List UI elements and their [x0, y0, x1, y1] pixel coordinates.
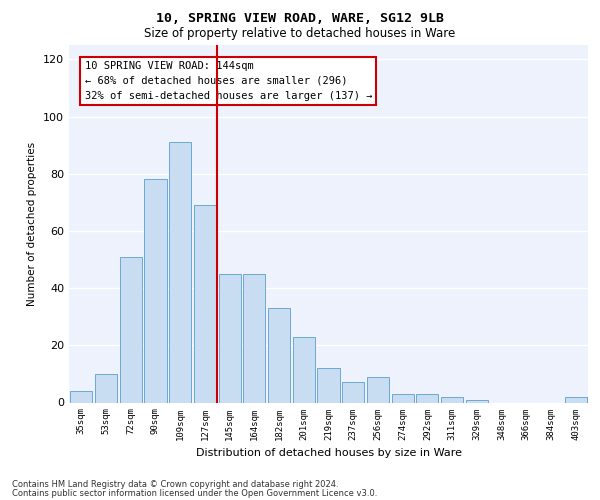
Bar — [218, 274, 241, 402]
X-axis label: Distribution of detached houses by size in Ware: Distribution of detached houses by size … — [196, 448, 461, 458]
Bar — [243, 274, 265, 402]
Bar — [70, 391, 92, 402]
Bar — [416, 394, 439, 402]
Bar — [268, 308, 290, 402]
Bar — [194, 205, 216, 402]
Bar — [392, 394, 414, 402]
Bar — [145, 180, 167, 402]
Text: 10, SPRING VIEW ROAD, WARE, SG12 9LB: 10, SPRING VIEW ROAD, WARE, SG12 9LB — [156, 12, 444, 26]
Bar — [169, 142, 191, 403]
Bar — [317, 368, 340, 402]
Text: 10 SPRING VIEW ROAD: 144sqm
← 68% of detached houses are smaller (296)
32% of se: 10 SPRING VIEW ROAD: 144sqm ← 68% of det… — [85, 61, 372, 100]
Bar — [293, 336, 315, 402]
Text: Contains HM Land Registry data © Crown copyright and database right 2024.: Contains HM Land Registry data © Crown c… — [12, 480, 338, 489]
Bar — [342, 382, 364, 402]
Text: Contains public sector information licensed under the Open Government Licence v3: Contains public sector information licen… — [12, 488, 377, 498]
Bar — [367, 377, 389, 402]
Bar — [95, 374, 117, 402]
Bar — [565, 397, 587, 402]
Bar — [441, 397, 463, 402]
Bar — [466, 400, 488, 402]
Bar — [119, 256, 142, 402]
Y-axis label: Number of detached properties: Number of detached properties — [28, 142, 37, 306]
Text: Size of property relative to detached houses in Ware: Size of property relative to detached ho… — [145, 28, 455, 40]
